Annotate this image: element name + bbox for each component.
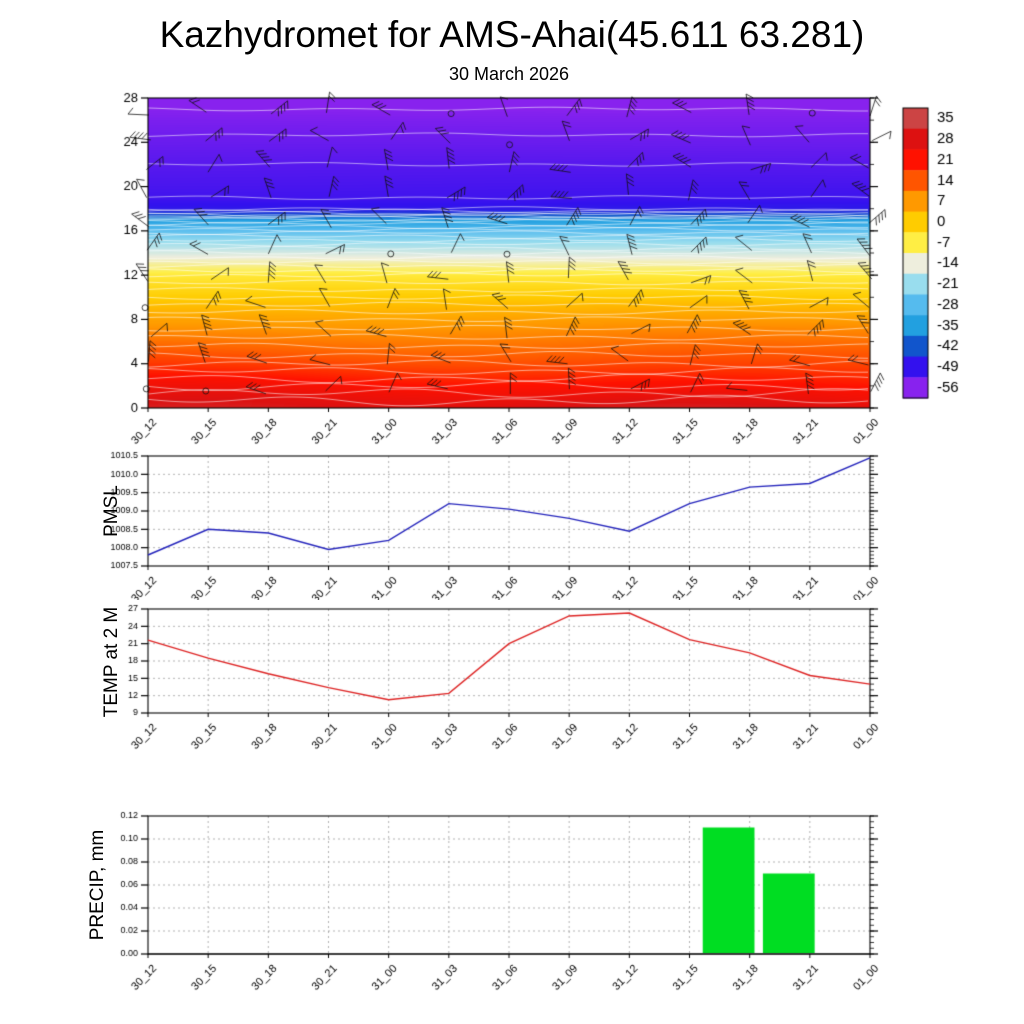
cross-section-panel-canvas xyxy=(0,88,1024,450)
temp2m-panel-canvas xyxy=(0,600,1024,760)
precip-axis-label: PRECIP, mm xyxy=(87,829,108,941)
page-title: Kazhydromet for AMS-Ahai(45.611 63.281) xyxy=(159,14,865,55)
chart-date-subtitle: 30 March 2026 xyxy=(448,64,570,84)
pmsl-axis-label: PMSL xyxy=(101,485,122,537)
temp2m-axis-label: TEMP at 2 M xyxy=(101,606,122,718)
precip-panel-canvas xyxy=(0,760,1024,1015)
pmsl-panel-canvas xyxy=(0,450,1024,600)
